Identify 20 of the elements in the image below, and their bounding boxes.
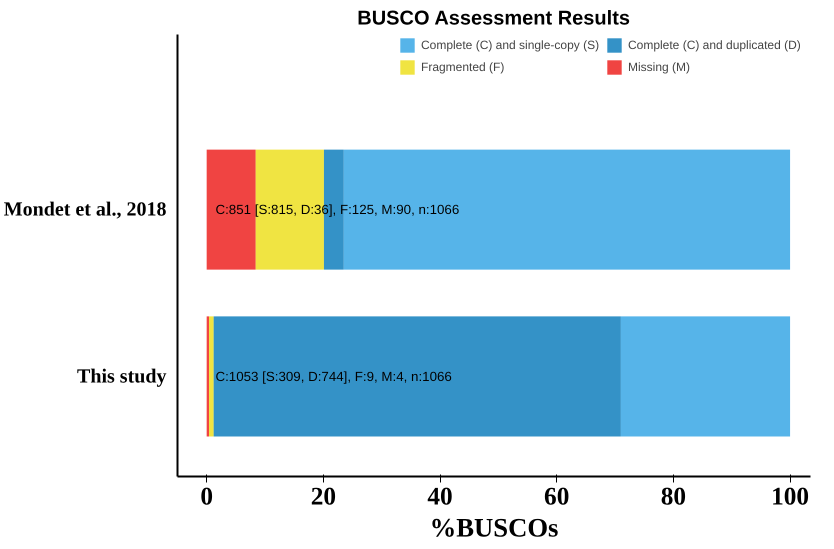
bar xyxy=(214,316,621,436)
x-tick-label: 40 xyxy=(427,482,453,510)
bar xyxy=(206,316,210,436)
y-tick-label: Mondet et al., 2018 xyxy=(4,198,167,221)
x-tick-label: 0 xyxy=(200,482,214,510)
x-tick-label: 20 xyxy=(310,482,336,510)
chart-title: BUSCO Assessment Results xyxy=(357,8,630,30)
bar xyxy=(209,316,214,436)
annotation: C:1053 [S:309, D:744], F:9, M:4, n:1066 xyxy=(215,368,452,384)
x-axis-title: %BUSCOs xyxy=(430,512,558,542)
y-tick-label: This study xyxy=(77,365,167,388)
x-tick-label: 80 xyxy=(660,482,686,510)
bar xyxy=(206,150,256,270)
x-tick-label: 100 xyxy=(771,482,810,510)
legend-label: Complete (C) and duplicated (D) xyxy=(628,38,802,52)
x-tick-label: 60 xyxy=(544,482,570,510)
legend-label: Missing (M) xyxy=(628,60,691,74)
bar xyxy=(620,316,790,436)
legend-label: Complete (C) and single-copy (S) xyxy=(421,38,600,52)
legend-label: Fragmented (F) xyxy=(421,60,506,74)
